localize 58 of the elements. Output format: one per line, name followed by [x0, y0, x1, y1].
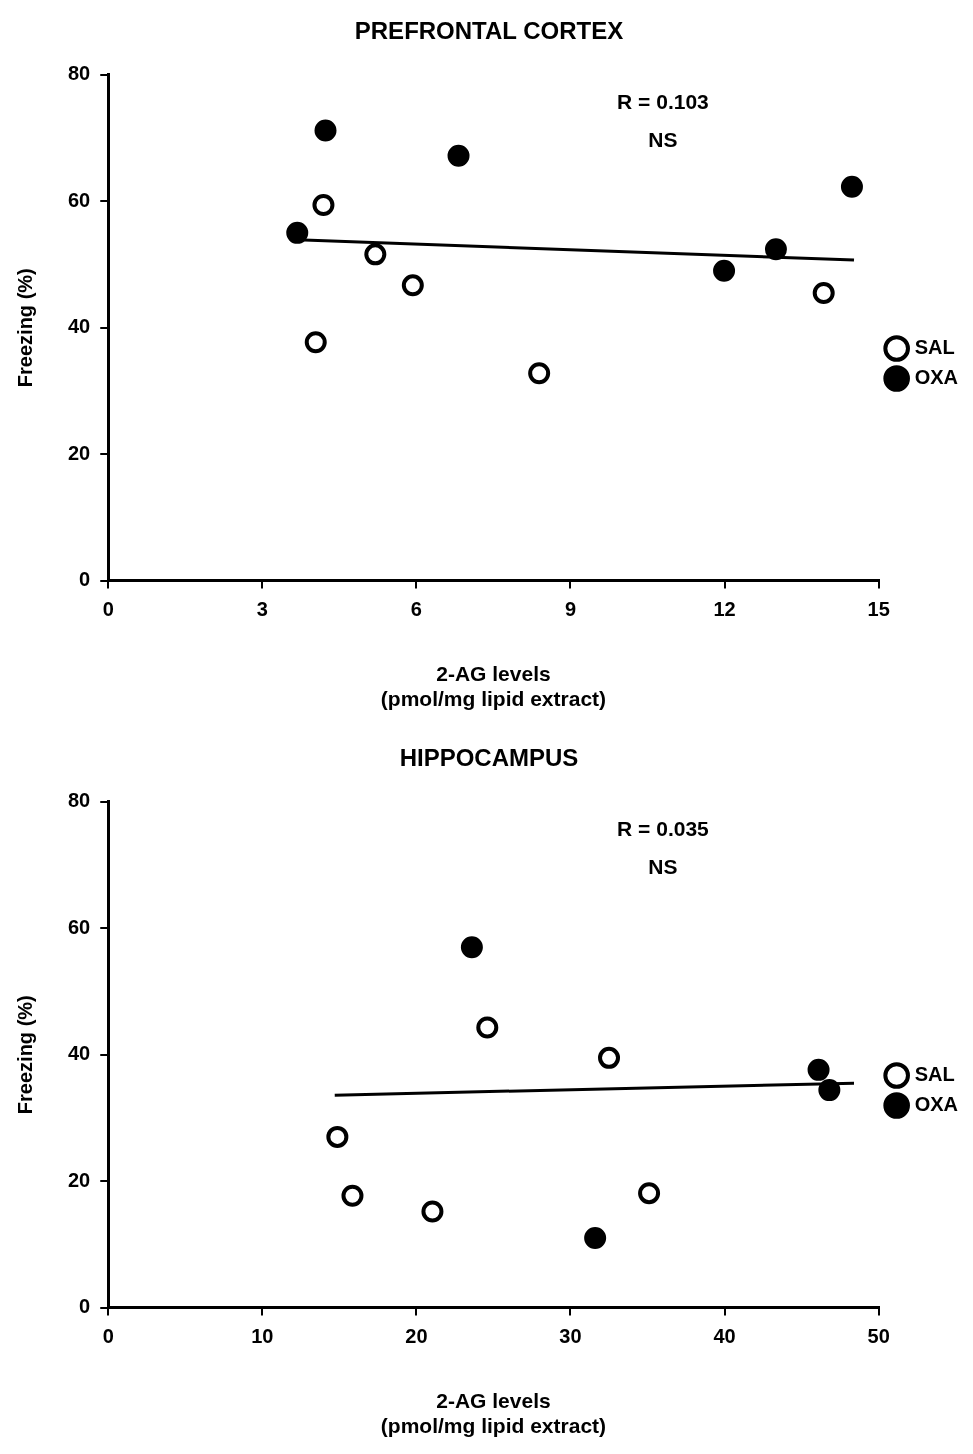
point — [460, 936, 483, 959]
point — [326, 1125, 349, 1148]
annotation: R = 0.103 — [617, 89, 709, 113]
point — [401, 274, 424, 297]
y-tick-label: 80 — [68, 789, 91, 812]
x-tick-label: 3 — [256, 598, 268, 621]
y-tick-label: 80 — [68, 62, 91, 85]
chart-title: PREFRONTAL CORTEX — [354, 17, 624, 45]
legend-label: OXA — [914, 1093, 958, 1116]
y-tick-label: 20 — [68, 441, 91, 464]
point — [447, 144, 470, 167]
annotation: NS — [648, 127, 678, 151]
point — [713, 259, 736, 282]
point — [528, 362, 551, 385]
x-tick-label: 6 — [410, 598, 422, 621]
point — [476, 1016, 499, 1039]
annotation: NS — [648, 854, 678, 878]
legend-label: SAL — [914, 336, 955, 359]
x-tick-label: 40 — [713, 1325, 736, 1348]
y-tick-label: 0 — [79, 1295, 91, 1318]
x-tick-label: 10 — [251, 1325, 274, 1348]
point — [286, 221, 309, 244]
x-tick-label: 15 — [867, 598, 890, 621]
x-tick-label: 12 — [713, 598, 736, 621]
legend-label: SAL — [914, 1063, 955, 1086]
point — [312, 194, 335, 217]
point — [807, 1058, 830, 1081]
x-axis-title: 2-AG levels (pmol/mg lipid extract) — [380, 662, 607, 711]
point — [840, 175, 863, 198]
point — [764, 238, 787, 261]
y-axis-title: Freezing (%) — [13, 268, 36, 388]
x-tick-label: 9 — [564, 598, 577, 621]
y-tick-label: 60 — [68, 188, 91, 211]
x-axis-title: 2-AG levels (pmol/mg lipid extract) — [380, 1389, 607, 1438]
point — [421, 1200, 444, 1223]
y-axis-title: Freezing (%) — [13, 995, 36, 1115]
point — [341, 1184, 364, 1207]
y-tick-label: 40 — [68, 315, 91, 338]
x-tick-label: 0 — [102, 598, 114, 621]
x-tick-label: 0 — [102, 1325, 114, 1348]
point — [812, 281, 835, 304]
point — [598, 1046, 621, 1069]
x-tick-label: 20 — [405, 1325, 428, 1348]
x-tick-label: 50 — [867, 1325, 890, 1348]
x-tick-label: 30 — [559, 1325, 582, 1348]
point — [314, 119, 337, 142]
y-tick-label: 0 — [79, 568, 91, 591]
chart-title: HIPPOCAMPUS — [399, 744, 579, 772]
legend-label: OXA — [914, 366, 958, 389]
point — [304, 331, 327, 354]
point — [638, 1182, 661, 1205]
point — [364, 243, 387, 266]
y-tick-label: 40 — [68, 1042, 91, 1065]
y-tick-label: 20 — [68, 1168, 91, 1191]
annotation: R = 0.035 — [617, 816, 710, 840]
y-tick-label: 60 — [68, 915, 91, 938]
point — [818, 1079, 841, 1102]
point — [584, 1227, 607, 1250]
